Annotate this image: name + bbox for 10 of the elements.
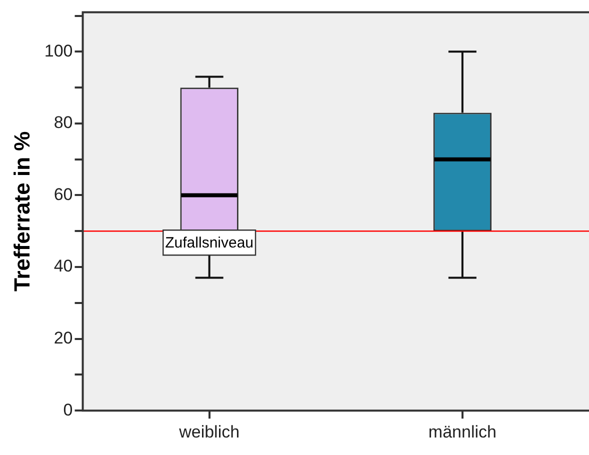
y-tick-label: 60 <box>54 184 73 204</box>
x-tick-label: männlich <box>428 422 496 442</box>
y-tick-label: 0 <box>63 400 73 420</box>
y-tick-label: 100 <box>44 41 73 60</box>
x-tick-label: weiblich <box>178 422 240 442</box>
y-tick-label: 80 <box>54 113 73 132</box>
ref-line-label: Zufallsniveau <box>165 234 254 252</box>
y-axis-title: Trefferrate in % <box>9 131 34 292</box>
y-tick-label: 40 <box>54 256 73 276</box>
y-tick-label: 20 <box>54 328 73 348</box>
